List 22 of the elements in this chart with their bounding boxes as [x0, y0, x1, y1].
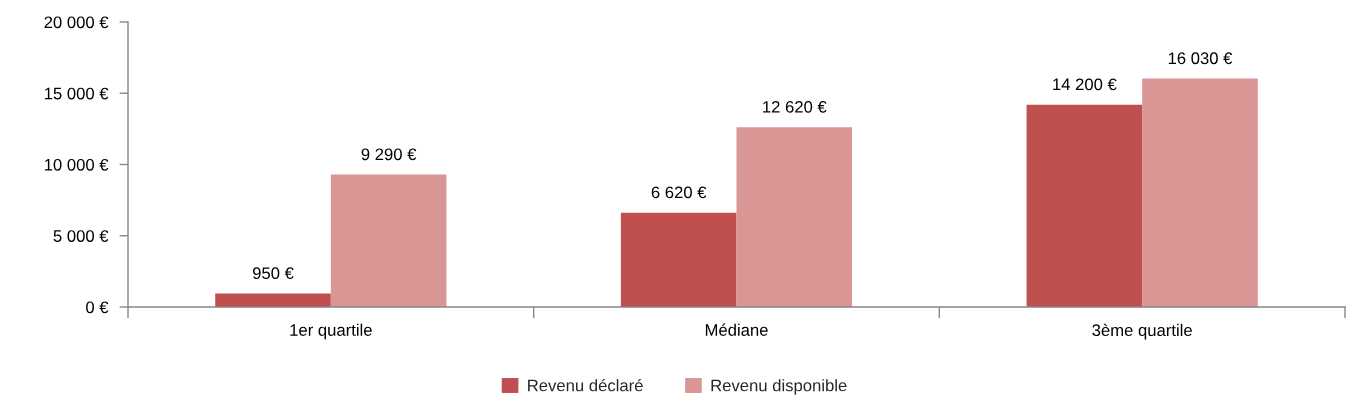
x-tick-label: 3ème quartile	[1092, 323, 1192, 340]
y-tick-label: 5 000 €	[53, 230, 109, 242]
bar	[1026, 104, 1143, 307]
y-tick-label: 10 000 €	[44, 158, 109, 171]
bar	[330, 174, 447, 307]
bar	[215, 293, 331, 307]
data-label: 16 030 €	[1168, 52, 1233, 65]
data-label: 14 200 €	[1053, 78, 1117, 91]
y-tick-label: 20 000 €	[44, 16, 109, 29]
data-label: 12 620 €	[763, 100, 827, 113]
legend-label: Revenu déclaré	[528, 378, 643, 392]
y-tick-label: 0 €	[86, 301, 109, 314]
data-label: 9 290 €	[361, 148, 417, 161]
bar	[736, 127, 853, 307]
data-label: 950 €	[252, 267, 294, 280]
data-label: 6 620 €	[651, 186, 707, 199]
bar	[620, 212, 737, 307]
legend-label: Revenu disponible	[711, 379, 847, 395]
y-tick-label: 15 000 €	[44, 87, 109, 100]
x-tick-label: 1er quartile	[290, 323, 372, 340]
x-tick-label: Médiane	[705, 323, 768, 336]
bar	[1142, 78, 1258, 307]
